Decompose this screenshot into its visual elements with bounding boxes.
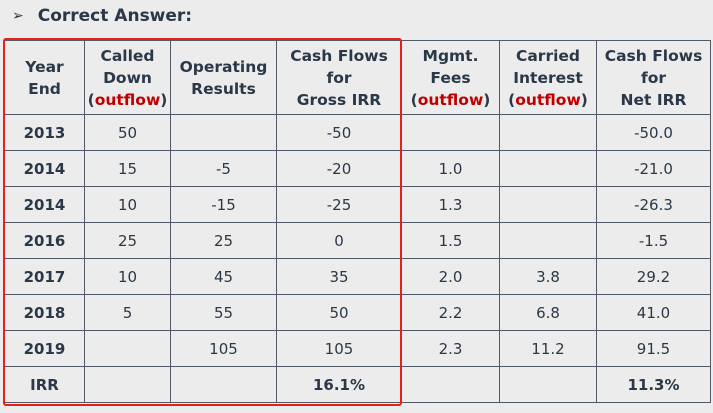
table-cell: 11.2 (499, 330, 597, 367)
header-row: Year End Called Down (outflow) Operating Resul… (4, 40, 711, 115)
table-row: 2014 15 -5 -20 1.0 -21.0 (4, 150, 711, 187)
table-cell: 16.1% (276, 366, 402, 403)
table-cell: 2013 (4, 114, 85, 151)
table-cell: 1.3 (401, 186, 500, 223)
table-cell: -50.0 (596, 114, 711, 151)
table-cell: 29.2 (596, 258, 711, 295)
table-cell: 55 (170, 294, 277, 331)
table-cell (499, 150, 597, 187)
table-cell: 50 (276, 294, 402, 331)
header-line: Called (100, 46, 155, 65)
table-cell: 2019 (4, 330, 85, 367)
table-cell (401, 366, 500, 403)
column-header: Called Down (outflow) (84, 40, 171, 115)
table-cell: 2014 (4, 186, 85, 223)
header-line: Cash Flows (290, 46, 388, 65)
header-line: Down (103, 68, 152, 87)
table-cell: 1.5 (401, 222, 500, 259)
table-row: 2016 25 25 0 1.5 -1.5 (4, 222, 711, 259)
table-cell: 91.5 (596, 330, 711, 367)
section-title: ➢ Correct Answer: (12, 6, 192, 26)
table-cell: -20 (276, 150, 402, 187)
header-line: Cash Flows (604, 46, 703, 65)
table-cell: 35 (276, 258, 402, 295)
column-header: Carried Interest (outflow) (499, 40, 597, 115)
table-cell: 15 (84, 150, 171, 187)
table-cell: 25 (170, 222, 277, 259)
column-header: Mgmt. Fees (outflow) (401, 40, 500, 115)
table-cell (170, 114, 277, 151)
table-row: IRR 16.1% 11.3% (4, 366, 711, 403)
table-cell: -50 (276, 114, 402, 151)
table-cell (499, 114, 597, 151)
table-cell: -5 (170, 150, 277, 187)
column-header: Operating Results (170, 40, 277, 115)
table-cell (84, 330, 171, 367)
header-line: Year (25, 57, 64, 76)
header-line: Results (191, 79, 256, 98)
table-cell: 2014 (4, 150, 85, 187)
table-cell: 2.2 (401, 294, 500, 331)
section-title-text: Correct Answer: (37, 6, 193, 26)
cash-flow-table: Year End Called Down (outflow) Operating Resul… (4, 40, 711, 403)
table-cell: 6.8 (499, 294, 597, 331)
table-cell: 3.8 (499, 258, 597, 295)
table-cell: 2.3 (401, 330, 500, 367)
arrow-bullet-icon: ➢ (12, 8, 24, 24)
table-cell: 2018 (4, 294, 85, 331)
table-cell: 41.0 (596, 294, 711, 331)
table-cell: 11.3% (596, 366, 711, 403)
table-cell: -1.5 (596, 222, 711, 259)
header-line: Net IRR (620, 90, 687, 109)
table-cell: -25 (276, 186, 402, 223)
table-cell: 5 (84, 294, 171, 331)
header-line: for (640, 68, 667, 87)
header-line: Operating (179, 57, 268, 76)
table-cell (499, 186, 597, 223)
column-header: Year End (4, 40, 85, 115)
header-line: Fees (430, 68, 471, 87)
column-header: Cash Flows for Gross IRR (276, 40, 402, 115)
table-cell: -15 (170, 186, 277, 223)
table-cell (84, 366, 171, 403)
table-cell: 10 (84, 258, 171, 295)
outflow-label: outflow (515, 90, 581, 109)
header-line: Carried (515, 46, 581, 65)
table-row: 2017 10 45 35 2.0 3.8 29.2 (4, 258, 711, 295)
table-cell: IRR (4, 366, 85, 403)
table-cell: 1.0 (401, 150, 500, 187)
table-row: 2018 5 55 50 2.2 6.8 41.0 (4, 294, 711, 331)
table-row: 2013 50 -50 -50.0 (4, 114, 711, 151)
table-cell: 25 (84, 222, 171, 259)
table-row: 2014 10 -15 -25 1.3 -26.3 (4, 186, 711, 223)
table-cell: 0 (276, 222, 402, 259)
header-line: for (326, 68, 352, 87)
table-cell: 45 (170, 258, 277, 295)
header-line: End (28, 79, 61, 98)
column-header: Cash Flows for Net IRR (596, 40, 711, 115)
table-cell (401, 114, 500, 151)
outflow-label: outflow (94, 90, 161, 109)
header-line: Gross IRR (296, 90, 382, 109)
table-row: 2019 105 105 2.3 11.2 91.5 (4, 330, 711, 367)
header-line: Interest (513, 68, 583, 87)
table-cell: -26.3 (596, 186, 711, 223)
table-cell (499, 366, 597, 403)
table-cell: 2016 (4, 222, 85, 259)
header-line: Mgmt. (422, 46, 479, 65)
table-cell (499, 222, 597, 259)
table-cell: 2.0 (401, 258, 500, 295)
table-cell (170, 366, 277, 403)
table-cell: 50 (84, 114, 171, 151)
table-cell: 105 (170, 330, 277, 367)
outflow-label: outflow (417, 90, 484, 109)
table-cell: 10 (84, 186, 171, 223)
table-cell: -21.0 (596, 150, 711, 187)
table-cell: 2017 (4, 258, 85, 295)
table-cell: 105 (276, 330, 402, 367)
